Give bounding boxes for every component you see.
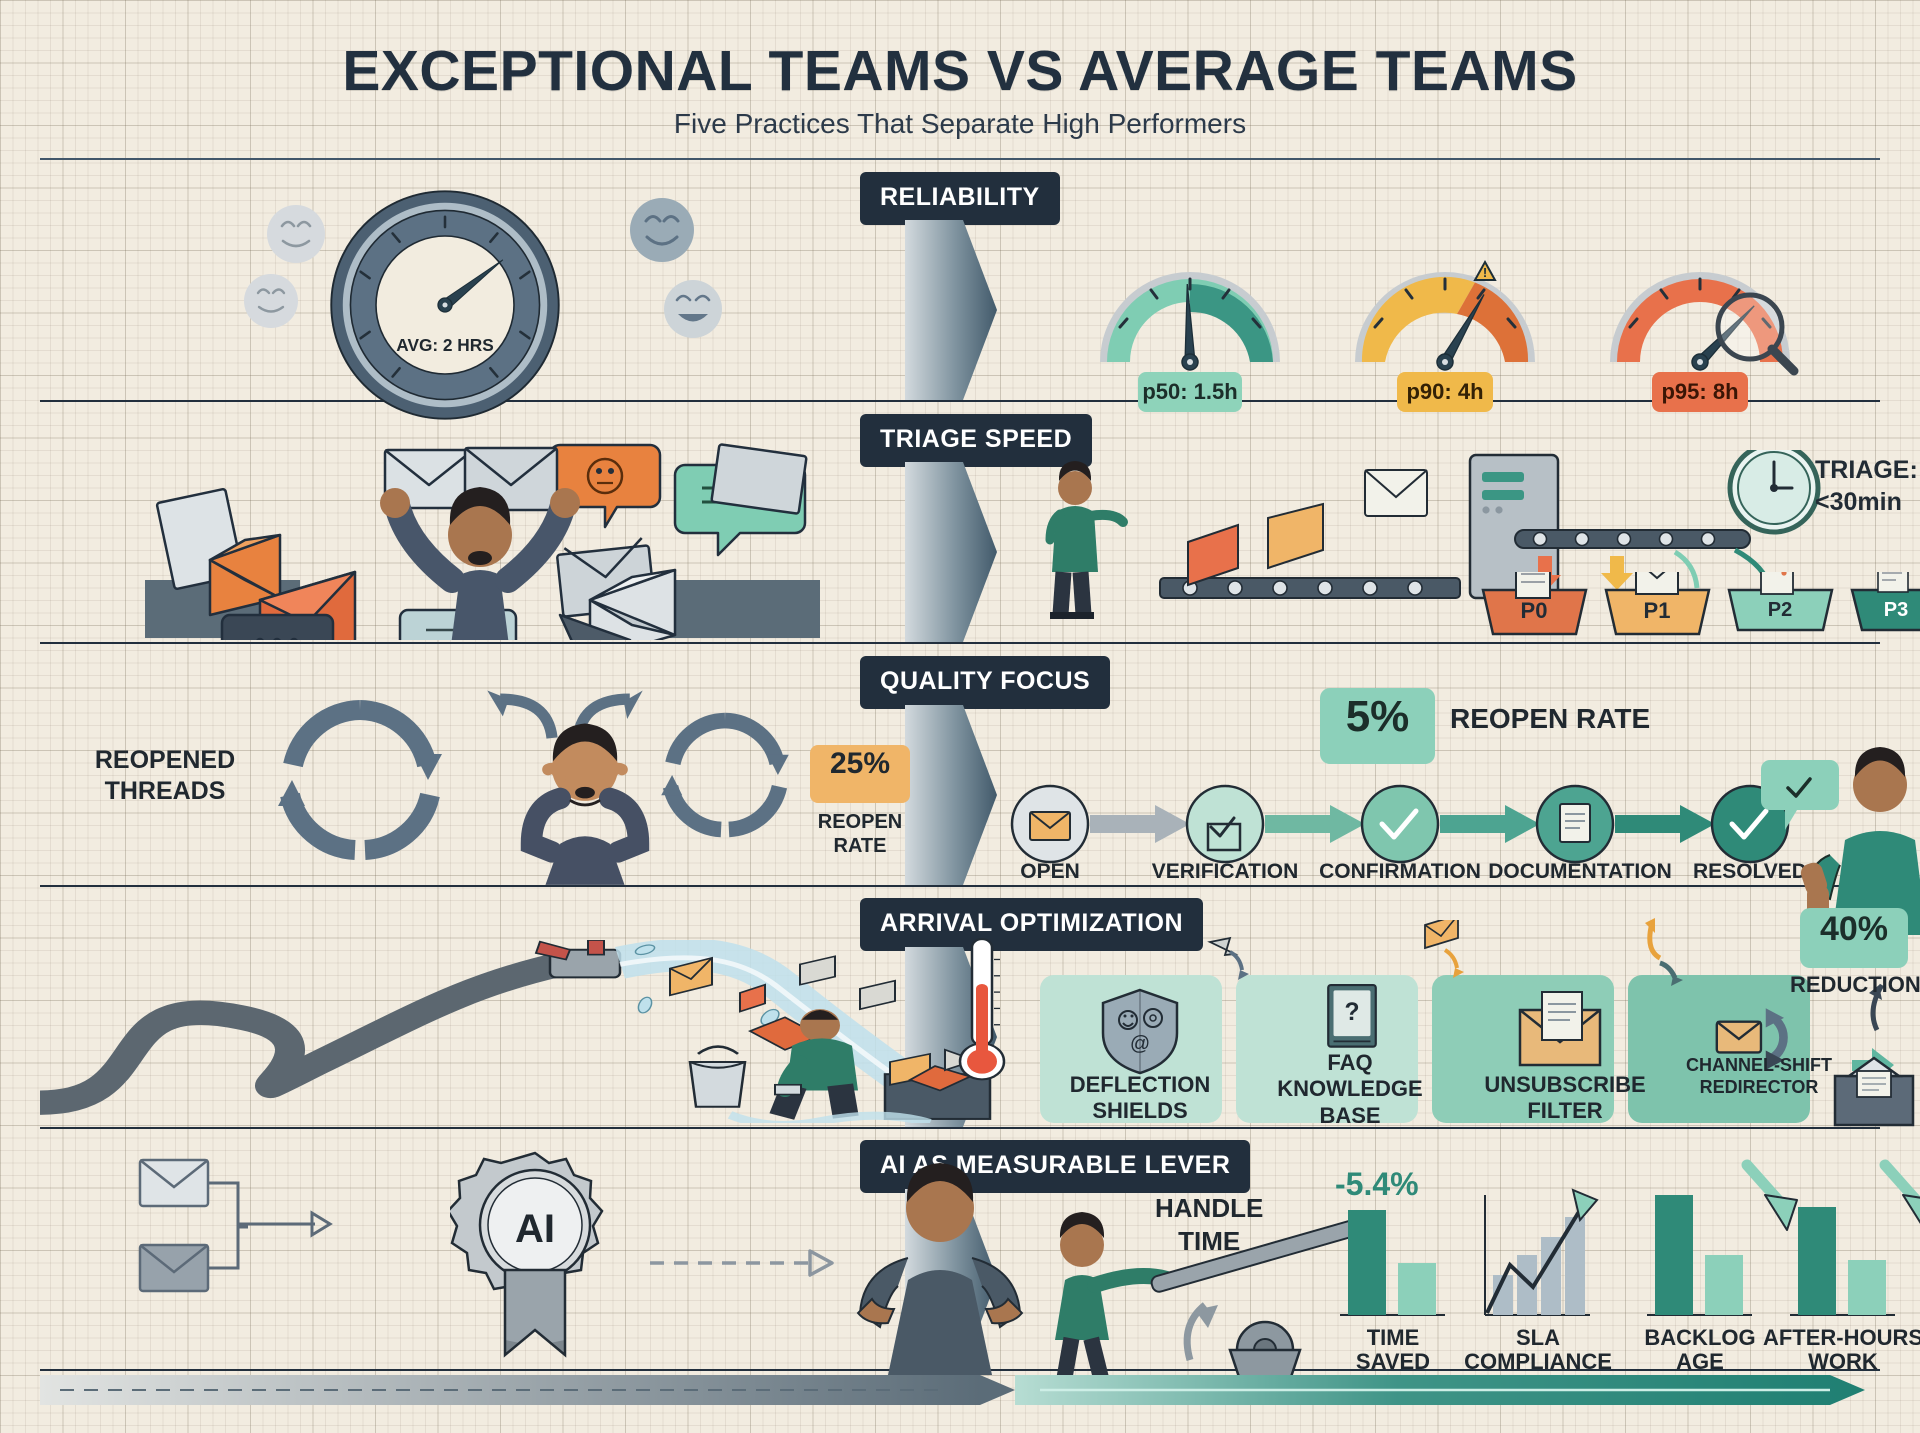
svg-text:SLA: SLA — [1516, 1325, 1560, 1350]
svg-text:COMPLIANCE: COMPLIANCE — [1464, 1349, 1612, 1374]
svg-text:?: ? — [1344, 999, 1359, 1026]
svg-text:p95: 8h: p95: 8h — [1661, 379, 1738, 404]
svg-text:AI: AI — [515, 1207, 555, 1251]
svg-text:SAVED: SAVED — [1356, 1349, 1430, 1374]
svg-text:P0: P0 — [1521, 598, 1548, 623]
svg-text:AGE: AGE — [1676, 1349, 1724, 1374]
svg-text:<30min: <30min — [1815, 488, 1902, 516]
svg-text:TRIAGE:: TRIAGE: — [1815, 456, 1918, 484]
svg-text:DOCUMENTATION: DOCUMENTATION — [1488, 860, 1672, 883]
svg-text:BACKLOG: BACKLOG — [1644, 1325, 1755, 1350]
svg-text:P1: P1 — [1644, 598, 1671, 623]
svg-text:OPEN: OPEN — [1020, 860, 1080, 883]
svg-text:CONFIRMATION: CONFIRMATION — [1319, 860, 1481, 883]
svg-text:TIME: TIME — [1367, 1325, 1420, 1350]
svg-text:AFTER-HOURS: AFTER-HOURS — [1763, 1325, 1920, 1350]
svg-text:p90: 4h: p90: 4h — [1406, 379, 1483, 404]
svg-text:p50: 1.5h: p50: 1.5h — [1142, 379, 1237, 404]
svg-text:P2: P2 — [1768, 599, 1792, 621]
svg-text:P3: P3 — [1884, 599, 1908, 621]
svg-text:WORK: WORK — [1808, 1349, 1878, 1374]
svg-text:@: @ — [1130, 1033, 1150, 1055]
svg-text:-5.4%: -5.4% — [1335, 1166, 1419, 1202]
svg-text:VERIFICATION: VERIFICATION — [1152, 860, 1299, 883]
svg-text:!: ! — [1483, 265, 1487, 280]
svg-text:AVG: 2 HRS: AVG: 2 HRS — [396, 335, 493, 355]
